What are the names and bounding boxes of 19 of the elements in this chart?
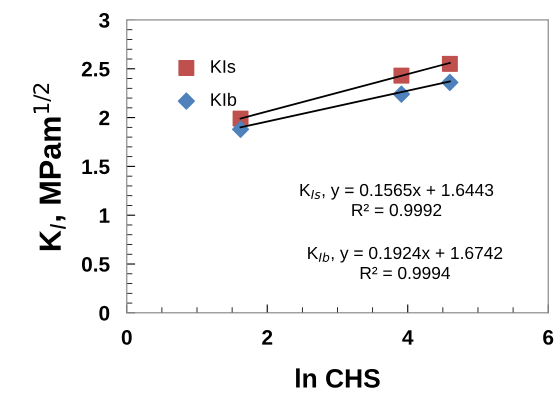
x-tick-label: 0 <box>122 330 132 345</box>
y-tick-label: 1 <box>100 208 110 223</box>
y-tick-label: 2 <box>99 110 110 126</box>
y-tick-label: 0 <box>99 306 110 321</box>
y-axis-title: K$_{I}$, MPam$^{1/2}$ <box>33 84 66 250</box>
legend-label: KIb <box>211 92 236 106</box>
y-tick-label: 1.5 <box>82 160 110 174</box>
x-tick-label: 6 <box>543 330 554 345</box>
x-axis-title: ln CHS <box>296 368 380 388</box>
x-tick-label: 4 <box>402 330 414 345</box>
y-tick-label: 3 <box>98 12 110 28</box>
point <box>232 120 250 138</box>
x-tick-label: 2 <box>262 330 272 345</box>
annotation: K$_{Ib}$, y = 0.1924x + 1.6742 R² = 0.9994 <box>308 246 502 280</box>
point <box>442 56 458 72</box>
y-tick-label: 2.5 <box>82 62 110 77</box>
y-tick-label: 0.5 <box>82 257 110 272</box>
annotation: K$_{Is}$, y = 0.1565x + 1.6443 R² = 0.9992 <box>300 184 494 216</box>
legend-label: KIs <box>211 60 236 73</box>
